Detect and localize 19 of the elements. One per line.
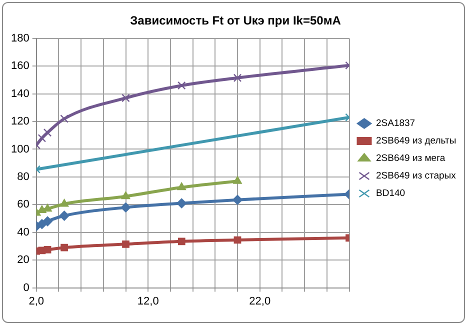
y-tick-label: 120 — [10, 116, 30, 128]
legend-label: 2SB649 из мега — [376, 153, 446, 164]
legend-label: 2SA1837 — [376, 118, 416, 130]
y-tick-label: 180 — [10, 32, 30, 44]
y-tick-label: 100 — [10, 143, 30, 156]
x-tick-label: 22,0 — [249, 295, 271, 308]
y-tick-label: 0 — [23, 282, 30, 294]
legend-label: 2SB649 из дельты — [376, 136, 456, 147]
y-tick-label: 80 — [17, 170, 30, 183]
y-tick-label: 40 — [17, 226, 30, 238]
legend-label: BD140 — [376, 188, 406, 200]
y-tick-label: 160 — [10, 60, 30, 72]
y-tick-label: 20 — [17, 254, 30, 266]
x-tick-label: 12,0 — [137, 295, 159, 308]
y-tick-label: 140 — [10, 88, 30, 100]
y-tick-label: 60 — [17, 198, 30, 211]
x-tick-label: 2,0 — [28, 295, 44, 308]
legend-label: 2SB649 из старых — [376, 170, 456, 182]
chart-title: Зависимость Ft от Uкэ при Ik=50мА — [130, 14, 342, 28]
